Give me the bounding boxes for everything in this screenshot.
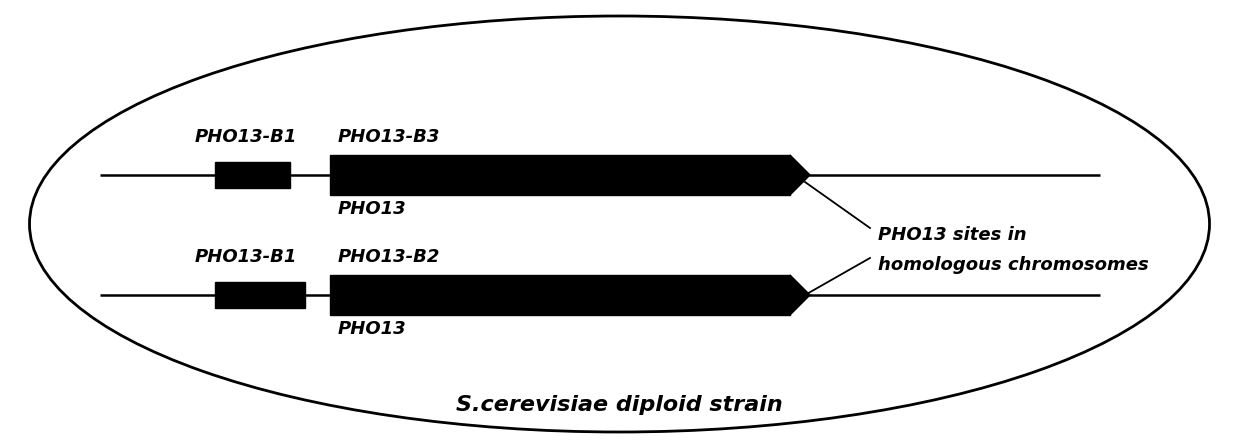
- Text: PHO13-B2: PHO13-B2: [338, 248, 440, 266]
- Bar: [330, 155, 790, 195]
- Text: PHO13: PHO13: [338, 200, 406, 218]
- Text: PHO13-B3: PHO13-B3: [338, 128, 440, 146]
- Bar: [216, 162, 290, 188]
- Bar: [330, 275, 790, 315]
- Text: PHO13: PHO13: [338, 320, 406, 338]
- Polygon shape: [790, 275, 810, 315]
- Text: PHO13-B1: PHO13-B1: [195, 128, 297, 146]
- Text: PHO13 sites in: PHO13 sites in: [878, 226, 1027, 244]
- Polygon shape: [790, 155, 810, 195]
- Text: S.cerevisiae diploid strain: S.cerevisiae diploid strain: [456, 395, 782, 415]
- Text: PHO13-B1: PHO13-B1: [195, 248, 297, 266]
- Text: homologous chromosomes: homologous chromosomes: [878, 256, 1149, 274]
- Bar: [216, 282, 305, 308]
